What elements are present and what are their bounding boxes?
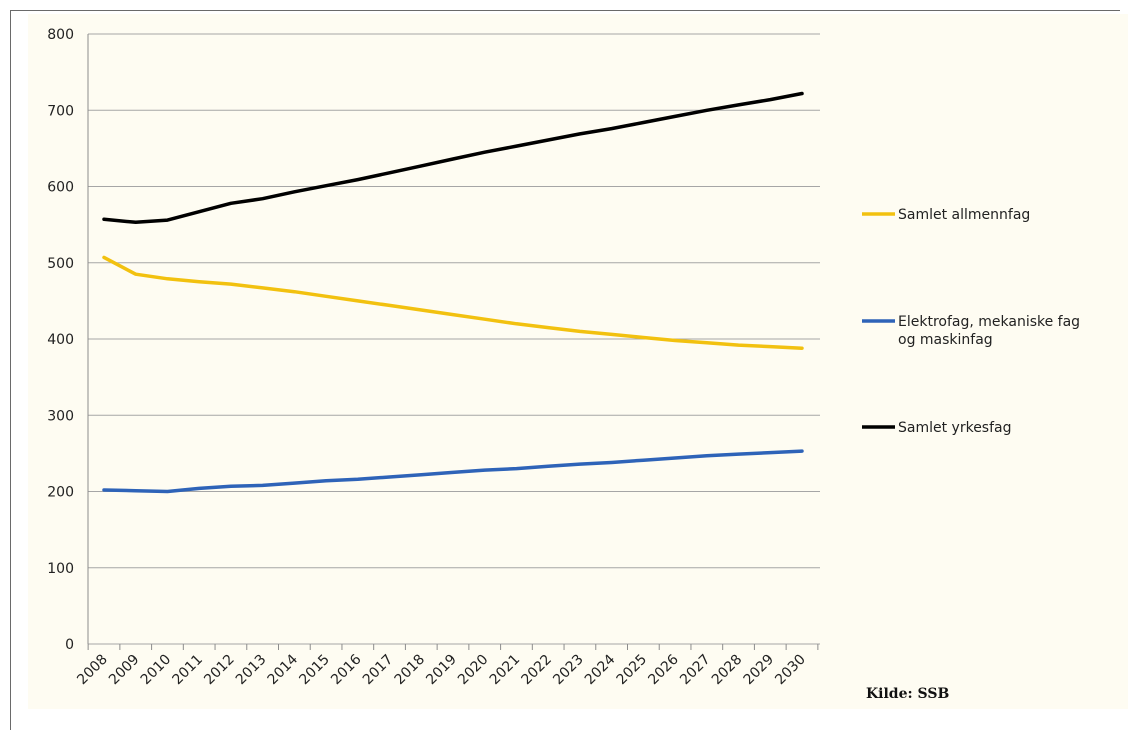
x-tick-label-2027: 2027 — [677, 652, 714, 689]
x-tick-label-2008: 2008 — [74, 652, 111, 689]
x-tick-label-2026: 2026 — [645, 651, 682, 688]
y-tick-label-200: 200 — [47, 485, 74, 501]
x-tick-label-2013: 2013 — [233, 652, 270, 689]
x-tick-label-2012: 2012 — [201, 652, 238, 689]
y-tick-label-300: 300 — [47, 408, 74, 424]
x-tick-label-2025: 2025 — [614, 652, 651, 689]
x-tick-label-2022: 2022 — [518, 652, 555, 689]
x-tick-label-2016: 2016 — [328, 651, 365, 688]
x-tick-label-2023: 2023 — [550, 652, 587, 689]
legend-label-2: Elektrofag, mekaniske fag og maskinfag — [898, 314, 1080, 348]
x-tick-label-2018: 2018 — [392, 652, 429, 689]
x-tick-label-2028: 2028 — [709, 652, 746, 689]
y-tick-label-100: 100 — [47, 561, 74, 577]
y-tick-label-600: 600 — [47, 180, 74, 196]
x-tick-label-2021: 2021 — [487, 652, 524, 689]
series-line-3 — [102, 91, 804, 225]
y-tick-label-800: 800 — [47, 27, 74, 43]
x-tick-label-2024: 2024 — [582, 651, 619, 688]
x-tick-label-2030: 2030 — [772, 652, 809, 689]
x-tick-label-2017: 2017 — [360, 652, 397, 689]
y-tick-label-0: 0 — [65, 637, 74, 653]
y-tick-label-500: 500 — [47, 256, 74, 272]
x-tick-label-2014: 2014 — [265, 651, 302, 688]
x-tick-label-2029: 2029 — [741, 652, 778, 689]
legend-label-3: Samlet yrkesfag — [898, 420, 1012, 436]
chart-panel — [28, 14, 1128, 709]
x-tick-label-2019: 2019 — [423, 652, 460, 689]
x-tick-label-2010: 2010 — [138, 652, 175, 689]
chart-frame — [10, 10, 1120, 730]
y-tick-label-400: 400 — [47, 332, 74, 348]
x-tick-label-2015: 2015 — [296, 652, 333, 689]
x-tick-label-2020: 2020 — [455, 652, 492, 689]
series-line-2 — [102, 449, 804, 494]
x-tick-label-2009: 2009 — [106, 652, 143, 689]
series-line-1 — [102, 255, 804, 350]
legend-label-1: Samlet allmennfag — [898, 207, 1030, 223]
x-tick-label-2011: 2011 — [169, 652, 206, 689]
y-tick-label-700: 700 — [47, 103, 74, 119]
source-note: Kilde: SSB — [866, 686, 950, 702]
